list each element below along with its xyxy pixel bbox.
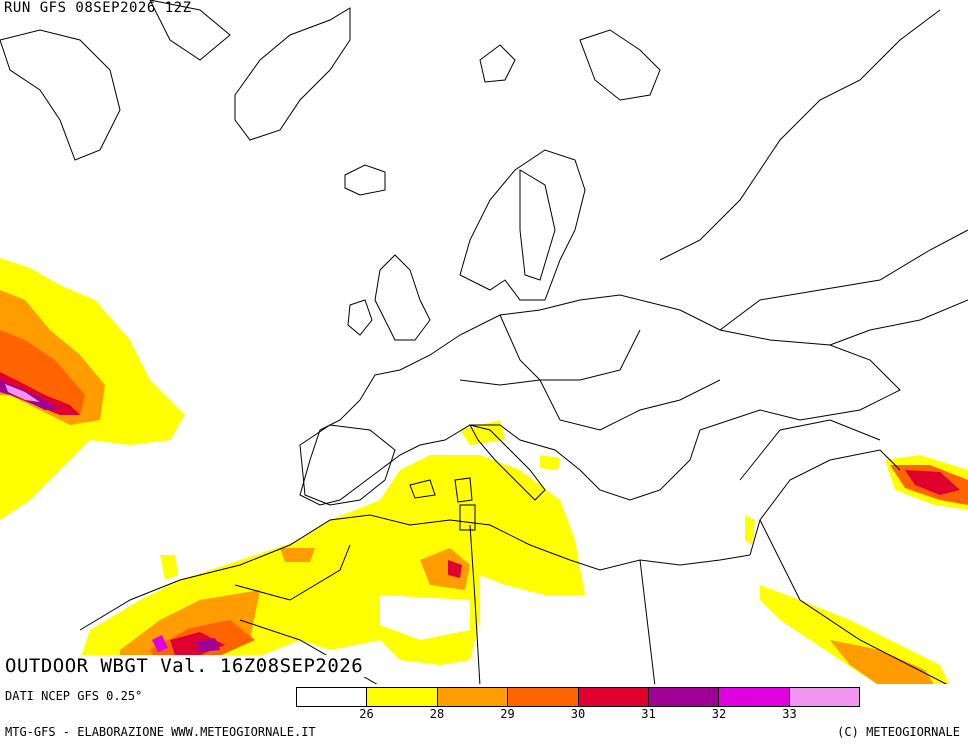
- legend-swatch: [297, 688, 368, 706]
- legend-swatch: [508, 688, 579, 706]
- scattered-heat-patches: [160, 420, 755, 580]
- legend-swatch: [789, 688, 859, 706]
- legend-label: 30: [570, 707, 586, 721]
- legend-label: 28: [429, 707, 445, 721]
- legend-labels: 26 28 29 30 31 32 33: [296, 707, 860, 723]
- coastlines-and-borders: [0, 0, 968, 686]
- red-sea-heat-zone: [760, 585, 950, 686]
- legend-label: 31: [641, 707, 656, 721]
- legend-label: 29: [500, 707, 515, 721]
- credit-right: (C) METEOGIORNALE: [837, 725, 960, 739]
- atlantic-heat-zone: [0, 258, 185, 520]
- middle-east-heat-zone: [885, 455, 968, 510]
- legend-label: 33: [782, 707, 797, 721]
- legend-swatch: [648, 688, 720, 706]
- north-africa-heat-zone: [80, 455, 585, 672]
- wbgt-map: [0, 0, 968, 686]
- legend-swatch: [719, 688, 790, 706]
- legend-swatch: [578, 688, 649, 706]
- credit-left: MTG-GFS - ELABORAZIONE WWW.METEOGIORNALE…: [5, 725, 316, 739]
- color-legend: [296, 687, 860, 707]
- legend-swatch: [437, 688, 509, 706]
- legend-label: 26: [359, 707, 374, 721]
- legend-swatch: [367, 688, 438, 706]
- data-source-label: DATI NCEP GFS 0.25°: [5, 689, 143, 703]
- legend-label: 32: [711, 707, 727, 721]
- run-title: RUN GFS 08SEP2026 12Z: [4, 0, 192, 16]
- product-title: OUTDOOR WBGT Val. 16Z08SEP2026: [5, 655, 368, 677]
